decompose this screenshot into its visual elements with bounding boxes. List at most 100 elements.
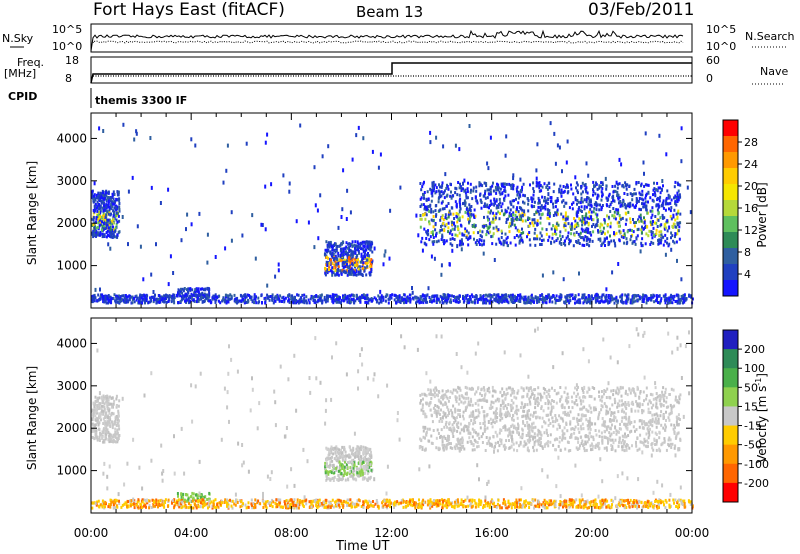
scatter-cell [359, 272, 362, 276]
scatter-cell [451, 243, 454, 247]
scatter-cell [352, 477, 355, 481]
scatter-cell [526, 235, 528, 239]
scatter-cell [491, 242, 494, 246]
scatter-cell [110, 231, 113, 236]
scatter-cell [659, 195, 662, 199]
scatter-cell [99, 431, 101, 435]
scatter-cell [631, 444, 633, 448]
scatter-cell [425, 294, 428, 298]
scatter-cell [614, 189, 617, 193]
scatter-cell [447, 221, 450, 225]
scatter-cell [617, 410, 620, 414]
scatter-cell [341, 207, 344, 212]
scatter-cell [503, 293, 506, 297]
scatter-cell [94, 234, 97, 238]
scatter-cell [614, 217, 617, 221]
scatter-cell [366, 478, 369, 482]
scatter-cell [623, 449, 626, 453]
scatter-cell [489, 230, 492, 234]
scatter-cell [658, 241, 661, 245]
scatter-cell [108, 208, 111, 212]
scatter-cell [331, 477, 334, 480]
scatter-cell [177, 288, 180, 293]
scatter-cell [438, 183, 440, 187]
scatter-cell [651, 209, 654, 213]
scatter-cell [543, 199, 545, 203]
scatter-cell [327, 261, 330, 264]
scatter-cell [626, 183, 629, 187]
scatter-cell [171, 294, 174, 298]
scatter-cell [101, 398, 104, 402]
scatter-cell [401, 296, 403, 300]
scatter-cell [341, 476, 344, 480]
scatter-cell [169, 254, 172, 259]
scatter-cell [97, 214, 100, 218]
scatter-cell [371, 149, 374, 154]
scatter-cell [449, 237, 452, 241]
scatter-cell [585, 230, 588, 234]
scatter-cell [107, 416, 109, 419]
scatter-cell [667, 416, 670, 420]
scatter-cell [625, 183, 627, 187]
scatter-cell [444, 423, 447, 426]
scatter-cell [329, 294, 332, 298]
scatter-cell [356, 449, 359, 453]
scatter-cell [623, 232, 626, 236]
scatter-cell [483, 202, 486, 206]
scatter-cell [580, 210, 583, 213]
scatter-cell [683, 296, 686, 300]
scatter-cell [181, 497, 184, 501]
scatter-cell [328, 453, 331, 457]
scatter-cell [340, 451, 343, 455]
scatter-cell [272, 301, 275, 305]
scatter-cell [568, 239, 571, 244]
scatter-cell [226, 143, 229, 148]
scatter-cell [589, 207, 592, 211]
scatter-cell [399, 299, 402, 303]
scatter-cell [131, 298, 134, 302]
scatter-cell [332, 243, 335, 247]
scatter-cell [110, 205, 113, 209]
scatter-cell [393, 298, 396, 302]
scatter-cell [417, 299, 420, 303]
scatter-cell [639, 391, 642, 395]
scatter-cell [587, 294, 590, 298]
scatter-cell [456, 225, 459, 229]
scatter-cell [340, 298, 343, 302]
scatter-cell [399, 185, 402, 190]
scatter-cell [170, 300, 173, 304]
scatter-cell [241, 233, 244, 238]
scatter-cell [96, 231, 99, 235]
scatter-cell [547, 211, 550, 215]
scatter-cell [598, 186, 601, 190]
scatter-cell [185, 227, 187, 232]
scatter-cell [542, 296, 545, 300]
scatter-cell [465, 236, 468, 240]
scatter-cell [525, 301, 528, 305]
scatter-cell [308, 301, 311, 305]
scatter-cell [575, 181, 578, 185]
scatter-cell [639, 297, 642, 301]
scatter-cell [328, 457, 330, 461]
scatter-cell [103, 215, 106, 219]
scatter-cell [350, 272, 353, 276]
scatter-cell [677, 294, 680, 298]
scatter-cell [475, 243, 478, 246]
scatter-cell [104, 424, 107, 428]
scatter-cell [203, 300, 206, 304]
scatter-cell [345, 252, 347, 256]
scatter-cell [326, 243, 329, 247]
scatter-cell [673, 185, 676, 189]
scatter-cell [187, 290, 189, 294]
scatter-cell [651, 206, 654, 210]
scatter-cell [152, 300, 155, 304]
scatter-cell [327, 256, 330, 260]
scatter-cell [573, 233, 576, 237]
scatter-cell [92, 401, 95, 405]
scatter-cell [355, 294, 358, 298]
scatter-cell [173, 293, 176, 297]
cpid-label: CPID [8, 90, 37, 103]
scatter-cell [116, 297, 119, 301]
scatter-cell [536, 222, 539, 226]
scatter-cell [490, 220, 493, 224]
